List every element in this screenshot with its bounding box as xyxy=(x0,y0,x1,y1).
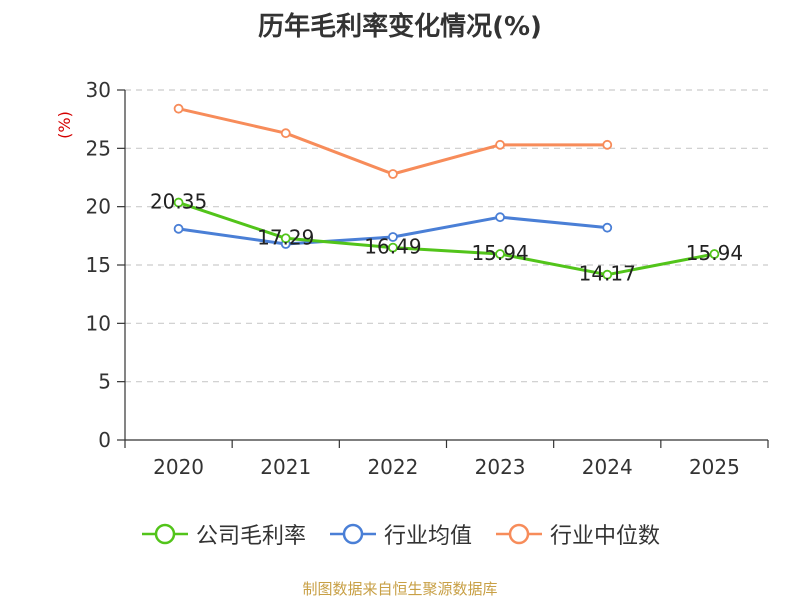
data-point xyxy=(495,139,505,150)
data-point xyxy=(495,249,505,259)
legend-item[interactable]: 行业均值 xyxy=(328,518,472,550)
legend-item[interactable]: 公司毛利率 xyxy=(140,518,306,550)
data-point xyxy=(280,128,291,139)
data-point xyxy=(602,139,613,150)
legend-label: 行业均值 xyxy=(383,524,472,549)
legend-marker-icon xyxy=(496,523,542,545)
data-point xyxy=(388,232,398,242)
y-tick-label: 15 xyxy=(86,253,111,277)
x-tick-label: 2022 xyxy=(367,455,418,479)
y-axis-label: (%) xyxy=(55,111,74,139)
data-point xyxy=(173,223,184,234)
data-label: 20.35 xyxy=(150,190,207,214)
legend-item[interactable]: 行业中位数 xyxy=(494,518,660,550)
data-point xyxy=(173,197,184,208)
data-label: 15.94 xyxy=(686,241,743,265)
y-tick-label: 10 xyxy=(86,311,111,335)
x-tick-label: 2023 xyxy=(475,455,526,479)
y-tick-label: 30 xyxy=(86,78,111,102)
y-tick-label: 5 xyxy=(98,370,111,394)
data-point xyxy=(602,269,613,280)
y-tick-label: 25 xyxy=(86,136,111,160)
x-tick-label: 2020 xyxy=(153,455,204,479)
source-note: 制图数据来自恒生聚源数据库 xyxy=(302,580,498,598)
data-point xyxy=(495,212,505,223)
data-point xyxy=(173,103,184,114)
series-line xyxy=(178,107,608,176)
legend-label: 公司毛利率 xyxy=(195,524,306,549)
y-tick-label: 20 xyxy=(86,195,111,219)
data-label: 16.49 xyxy=(364,235,421,259)
legend-marker-icon xyxy=(141,523,188,545)
x-tick-label: 2025 xyxy=(689,455,740,479)
series-line xyxy=(178,201,715,277)
data-label: 14.17 xyxy=(579,262,636,286)
data-label: 15.94 xyxy=(471,241,528,265)
legend-label: 行业中位数 xyxy=(550,524,661,549)
data-point xyxy=(709,249,720,259)
x-tick-label: 2021 xyxy=(260,455,311,479)
chart-title: 历年毛利率变化情况(%) xyxy=(258,12,542,42)
data-point xyxy=(280,233,291,244)
data-point xyxy=(602,222,613,233)
legend: 公司毛利率 行业均值 行业中位数 xyxy=(0,518,800,550)
data-label: 17.29 xyxy=(257,225,314,249)
legend-marker-icon xyxy=(329,523,376,545)
data-point xyxy=(388,169,398,179)
y-tick-label: 0 xyxy=(98,428,111,452)
data-point xyxy=(388,242,398,253)
x-tick-label: 2024 xyxy=(582,455,633,479)
